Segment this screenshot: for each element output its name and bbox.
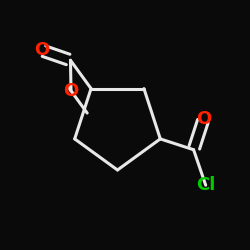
Text: O: O: [64, 82, 79, 100]
Text: Cl: Cl: [196, 176, 216, 194]
Text: O: O: [196, 110, 211, 128]
Text: O: O: [34, 41, 49, 59]
